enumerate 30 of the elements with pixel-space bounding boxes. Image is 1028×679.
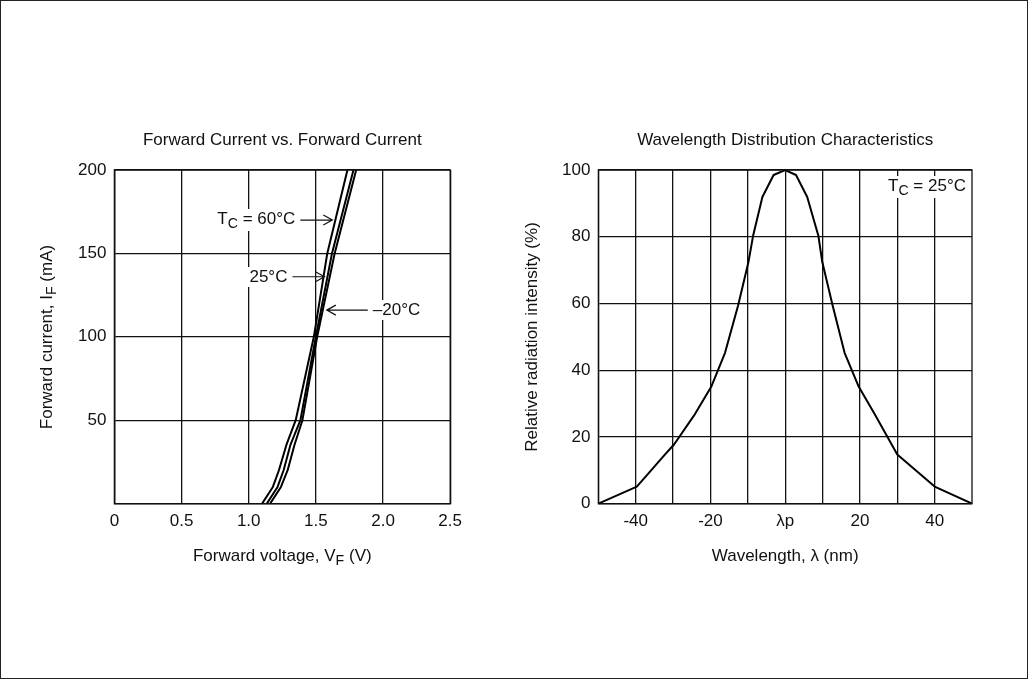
text: –20°C	[370, 300, 423, 321]
y-tick-label: 20	[571, 426, 591, 446]
y-tick-label: 50	[87, 409, 107, 429]
x-tick-label: 2.5	[438, 511, 462, 531]
x-tick-label: 2.0	[371, 511, 395, 531]
x-tick-label: 1.5	[304, 511, 328, 531]
y-tick-label: 60	[571, 293, 591, 313]
text: 25°C	[247, 266, 290, 287]
y-tick-label: 0	[580, 493, 591, 513]
x-axis-title: Forward voltage, V$_{F}$ (V)	[192, 546, 372, 569]
x-axis-title: Wavelength, λ (nm)	[711, 546, 859, 566]
y-tick-label: 100	[77, 326, 107, 346]
x-tick-label: 1.0	[236, 511, 261, 531]
y-tick-label: 40	[571, 359, 591, 379]
chart-title: Wavelength Distribution Characteristics	[637, 130, 934, 150]
x-tick-label: -40	[623, 511, 649, 531]
y-tick-label: 100	[561, 159, 591, 179]
chart-title: Forward Current vs. Forward Current	[142, 130, 422, 150]
x-tick-label: λp	[776, 511, 795, 531]
x-tick-label: 40	[925, 511, 945, 531]
x-tick-label: -20	[698, 511, 723, 531]
y-axis-title: Relative radiation intensity (%)	[522, 221, 542, 452]
x-tick-label: 20	[850, 511, 870, 531]
x-tick-label: 0	[109, 511, 120, 531]
annotation: T$_{C}$ = 25°C	[886, 176, 968, 199]
y-tick-label: 150	[77, 243, 107, 263]
y-tick-label: 80	[571, 226, 591, 246]
text: T$_{C}$ = 60°C	[215, 209, 298, 232]
y-tick-label: 200	[77, 159, 107, 179]
x-tick-label: 0.5	[169, 511, 194, 531]
